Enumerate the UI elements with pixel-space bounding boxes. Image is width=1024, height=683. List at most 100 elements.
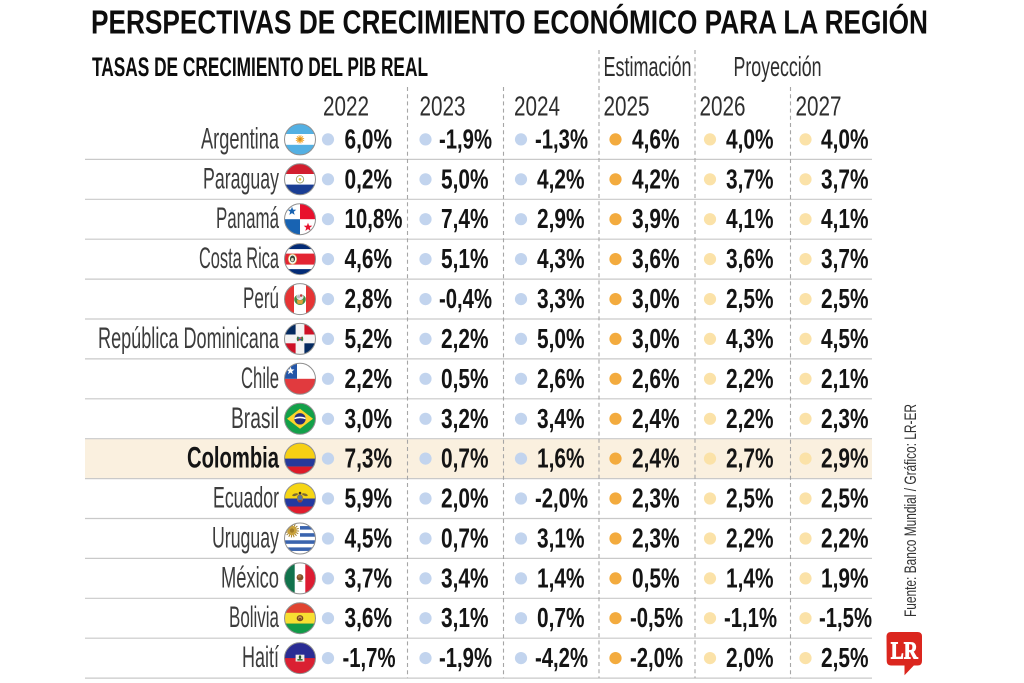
- svg-text:2,5%: 2,5%: [821, 283, 869, 314]
- svg-text:2,6%: 2,6%: [537, 363, 585, 394]
- svg-text:Brasil: Brasil: [231, 402, 279, 435]
- svg-text:Chile: Chile: [241, 362, 279, 395]
- svg-text:República Dominicana: República Dominicana: [98, 322, 279, 355]
- svg-text:2022: 2022: [323, 90, 369, 121]
- svg-text:5,1%: 5,1%: [441, 243, 489, 274]
- svg-text:Haití: Haití: [242, 641, 279, 674]
- svg-text:2,7%: 2,7%: [726, 443, 774, 474]
- svg-text:4,2%: 4,2%: [632, 163, 680, 194]
- svg-text:4,5%: 4,5%: [821, 323, 869, 354]
- svg-text:2,4%: 2,4%: [632, 443, 680, 474]
- svg-text:4,6%: 4,6%: [345, 243, 393, 274]
- svg-text:2025: 2025: [604, 90, 650, 121]
- svg-text:2,9%: 2,9%: [821, 443, 869, 474]
- svg-text:2,2%: 2,2%: [726, 523, 774, 554]
- svg-text:3,7%: 3,7%: [821, 163, 869, 194]
- svg-text:4,6%: 4,6%: [632, 123, 680, 154]
- svg-text:PERSPECTIVAS DE CRECIMIENTO EC: PERSPECTIVAS DE CRECIMIENTO ECONÓMICO PA…: [91, 4, 928, 41]
- svg-text:2026: 2026: [700, 90, 746, 121]
- svg-text:2,2%: 2,2%: [441, 323, 489, 354]
- svg-text:-1,9%: -1,9%: [439, 123, 492, 154]
- svg-text:4,0%: 4,0%: [821, 123, 869, 154]
- svg-text:Fuente: Banco Mundial / Gráfic: Fuente: Banco Mundial / Gráfico: LR-ER: [901, 404, 920, 617]
- svg-text:5,0%: 5,0%: [441, 163, 489, 194]
- svg-text:3,1%: 3,1%: [441, 602, 489, 633]
- svg-text:4,5%: 4,5%: [345, 523, 393, 554]
- svg-text:-0,4%: -0,4%: [439, 283, 492, 314]
- svg-text:Costa Rica: Costa Rica: [199, 242, 279, 275]
- svg-text:2,9%: 2,9%: [537, 203, 585, 234]
- svg-text:3,6%: 3,6%: [345, 602, 393, 633]
- svg-text:-0,5%: -0,5%: [630, 602, 683, 633]
- svg-text:Ecuador: Ecuador: [213, 482, 279, 515]
- svg-text:2,8%: 2,8%: [345, 283, 393, 314]
- svg-text:2,2%: 2,2%: [345, 363, 393, 394]
- svg-text:4,3%: 4,3%: [537, 243, 585, 274]
- svg-text:2,5%: 2,5%: [726, 483, 774, 514]
- svg-text:-1,3%: -1,3%: [535, 123, 588, 154]
- svg-text:-2,0%: -2,0%: [630, 642, 683, 673]
- svg-text:2,2%: 2,2%: [726, 403, 774, 434]
- svg-text:2,2%: 2,2%: [821, 523, 869, 554]
- svg-text:1,6%: 1,6%: [537, 443, 585, 474]
- svg-text:3,3%: 3,3%: [537, 283, 585, 314]
- svg-text:1,9%: 1,9%: [821, 562, 869, 593]
- svg-text:10,8%: 10,8%: [345, 203, 403, 234]
- svg-text:3,1%: 3,1%: [537, 523, 585, 554]
- svg-text:7,4%: 7,4%: [441, 203, 489, 234]
- svg-text:1,4%: 1,4%: [537, 562, 585, 593]
- svg-text:2,3%: 2,3%: [632, 523, 680, 554]
- svg-text:-1,5%: -1,5%: [819, 602, 872, 633]
- svg-text:Uruguay: Uruguay: [212, 522, 279, 555]
- svg-text:3,2%: 3,2%: [441, 403, 489, 434]
- svg-text:4,3%: 4,3%: [726, 323, 774, 354]
- svg-text:3,6%: 3,6%: [632, 243, 680, 274]
- svg-text:4,1%: 4,1%: [821, 203, 869, 234]
- svg-text:-2,0%: -2,0%: [535, 483, 588, 514]
- svg-text:Proyección: Proyección: [734, 51, 822, 82]
- svg-text:0,7%: 0,7%: [441, 443, 489, 474]
- svg-text:2,1%: 2,1%: [821, 363, 869, 394]
- svg-text:2,2%: 2,2%: [726, 363, 774, 394]
- svg-text:2,5%: 2,5%: [821, 642, 869, 673]
- svg-text:4,1%: 4,1%: [726, 203, 774, 234]
- svg-text:1,4%: 1,4%: [726, 562, 774, 593]
- svg-text:2,3%: 2,3%: [632, 483, 680, 514]
- svg-text:6,0%: 6,0%: [345, 123, 393, 154]
- svg-text:7,3%: 7,3%: [345, 443, 393, 474]
- svg-text:5,9%: 5,9%: [345, 483, 393, 514]
- svg-text:0,5%: 0,5%: [441, 363, 489, 394]
- svg-text:Estimación: Estimación: [604, 51, 692, 82]
- svg-text:Colombia: Colombia: [187, 442, 279, 475]
- svg-text:5,0%: 5,0%: [537, 323, 585, 354]
- svg-text:3,7%: 3,7%: [821, 243, 869, 274]
- svg-text:-4,2%: -4,2%: [535, 642, 588, 673]
- svg-text:3,4%: 3,4%: [537, 403, 585, 434]
- svg-text:3,0%: 3,0%: [345, 403, 393, 434]
- svg-text:México: México: [221, 561, 279, 594]
- svg-text:-1,9%: -1,9%: [439, 642, 492, 673]
- svg-text:3,9%: 3,9%: [632, 203, 680, 234]
- svg-text:2,0%: 2,0%: [726, 642, 774, 673]
- svg-text:Perú: Perú: [243, 282, 279, 315]
- svg-text:3,0%: 3,0%: [632, 283, 680, 314]
- svg-text:2023: 2023: [420, 90, 466, 121]
- svg-text:-1,7%: -1,7%: [343, 642, 396, 673]
- svg-text:Paraguay: Paraguay: [203, 162, 279, 195]
- svg-text:2,5%: 2,5%: [821, 483, 869, 514]
- svg-text:0,5%: 0,5%: [632, 562, 680, 593]
- svg-text:2024: 2024: [514, 90, 560, 121]
- svg-text:2,6%: 2,6%: [632, 363, 680, 394]
- svg-text:Argentina: Argentina: [201, 122, 279, 155]
- svg-text:4,0%: 4,0%: [726, 123, 774, 154]
- svg-text:2,3%: 2,3%: [821, 403, 869, 434]
- svg-text:2,5%: 2,5%: [726, 283, 774, 314]
- svg-text:2,4%: 2,4%: [632, 403, 680, 434]
- svg-text:4,2%: 4,2%: [537, 163, 585, 194]
- svg-text:3,7%: 3,7%: [726, 163, 774, 194]
- svg-text:3,0%: 3,0%: [632, 323, 680, 354]
- svg-text:2027: 2027: [796, 90, 842, 121]
- svg-text:Panamá: Panamá: [216, 202, 279, 235]
- svg-text:TASAS DE CRECIMIENTO DEL PIB R: TASAS DE CRECIMIENTO DEL PIB REAL: [92, 52, 428, 82]
- svg-text:0,7%: 0,7%: [537, 602, 585, 633]
